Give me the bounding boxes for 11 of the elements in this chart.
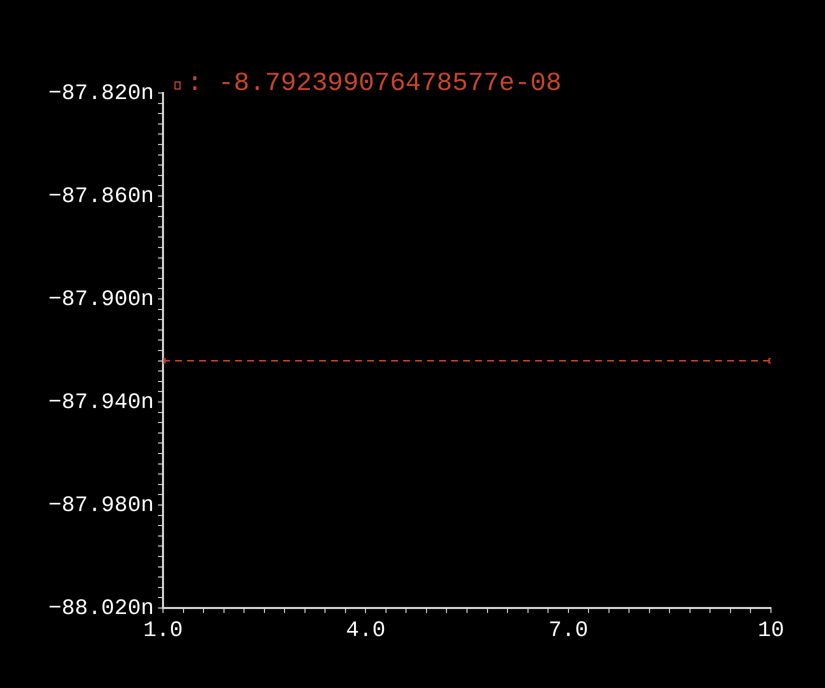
y-tick-label: −87.900n (48, 286, 154, 312)
legend-label: : -8.792399076478577e-08 (187, 68, 562, 98)
y-tick-label: −87.980n (48, 492, 154, 518)
x-tick-label: 7.0 (548, 618, 588, 644)
x-tick-label: 4.0 (346, 618, 386, 644)
y-tick-label: −87.820n (48, 80, 154, 106)
x-tick-label: 1.0 (143, 618, 183, 644)
y-tick-label: −87.860n (48, 184, 154, 209)
y-tick-label: −88.020n (48, 596, 154, 621)
y-tick-label: −87.940n (48, 390, 154, 415)
x-tick-label: 10 (758, 618, 784, 644)
